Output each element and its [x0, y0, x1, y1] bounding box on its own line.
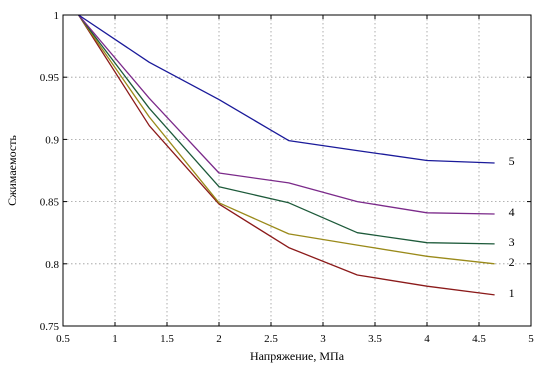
y-tick-label: 0.9: [45, 134, 59, 146]
series-label-3: 3: [509, 235, 515, 249]
series-line-4: [78, 14, 495, 215]
y-tick-label: 0.75: [40, 321, 60, 333]
x-tick-label: 0.5: [56, 333, 70, 345]
x-tick-label: 5: [528, 333, 534, 345]
x-tick-label: 4: [424, 333, 430, 345]
series-group: [78, 14, 495, 296]
x-tick-label: 2.5: [264, 333, 278, 345]
plot-area: [62, 14, 532, 327]
y-tick-label: 0.85: [40, 197, 60, 209]
x-tick-label: 2: [216, 333, 222, 345]
series-line-3: [78, 14, 495, 245]
x-tick-label: 4.5: [472, 333, 486, 345]
series-line-1: [78, 14, 495, 296]
tick-labels: 0.5 1 1.5 2 2.5 3 3.5 4 4.5 5 0.75 0.8 0.85 0.9 0.95 1: [40, 10, 535, 345]
y-tick-label: 0.95: [40, 72, 60, 84]
series-line-5: [78, 14, 495, 164]
series-line-2: [78, 14, 495, 265]
series-label-4: 4: [509, 205, 515, 219]
y-tick-label: 1: [54, 10, 60, 22]
x-axis-title: Напряжение, МПа: [250, 349, 345, 363]
x-tick-label: 1.5: [160, 333, 174, 345]
series-labels: 1 2 3 4 5: [509, 154, 515, 300]
x-tick-label: 3: [320, 333, 326, 345]
series-label-1: 1: [509, 286, 515, 300]
ticks: [62, 14, 532, 327]
y-axis-title: Сжимаемость: [5, 135, 19, 206]
x-tick-label: 3.5: [368, 333, 382, 345]
x-tick-label: 1: [112, 333, 118, 345]
y-tick-label: 0.8: [45, 259, 59, 271]
series-label-5: 5: [509, 154, 515, 168]
series-label-2: 2: [509, 255, 515, 269]
